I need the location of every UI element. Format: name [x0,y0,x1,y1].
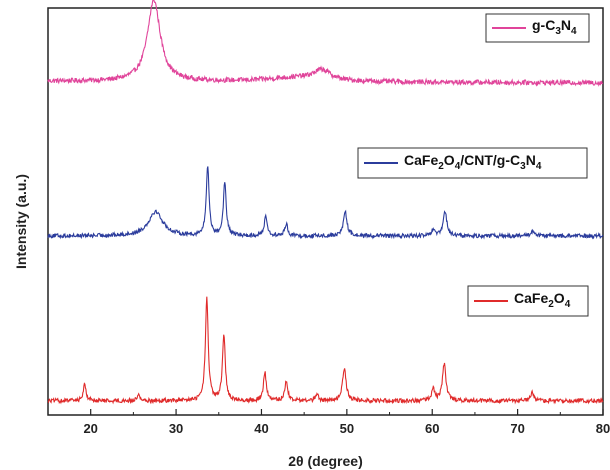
legend-label: g-C3N4 [532,17,577,37]
x-tick-label: 20 [83,421,97,436]
x-tick-label: 40 [254,421,268,436]
x-axis-ticks: 20 30 40 50 60 70 80 [47,409,610,436]
legend-item: CaFe2O4/CNT/g-C3N4 [357,147,588,179]
x-tick-label: 60 [425,421,439,436]
x-tick-label: 30 [169,421,183,436]
series-line-2 [47,296,604,405]
plot-frame [47,7,604,416]
x-tick-label: 70 [510,421,524,436]
series-line-1 [47,166,604,240]
y-axis-title: Intensity (a.u.) [13,174,29,269]
series-layer [47,0,604,405]
x-axis-title: 2θ (degree) [288,453,362,469]
legend-item: g-C3N4 [485,13,590,43]
legend-label: CaFe2O4 [514,290,571,310]
x-tick-label: 50 [340,421,354,436]
legend-box [467,285,589,317]
x-tick-label: 80 [596,421,610,436]
series-line-0 [47,0,604,87]
legend-item: CaFe2O4 [467,285,589,317]
legend-label: CaFe2O4/CNT/g-C3N4 [404,152,542,172]
plot-area: 20 30 40 50 60 70 80 [47,0,610,436]
legend-layer: g-C3N4 CaFe2O4/CNT/g-C3N4 CaFe2O4 [357,13,590,317]
